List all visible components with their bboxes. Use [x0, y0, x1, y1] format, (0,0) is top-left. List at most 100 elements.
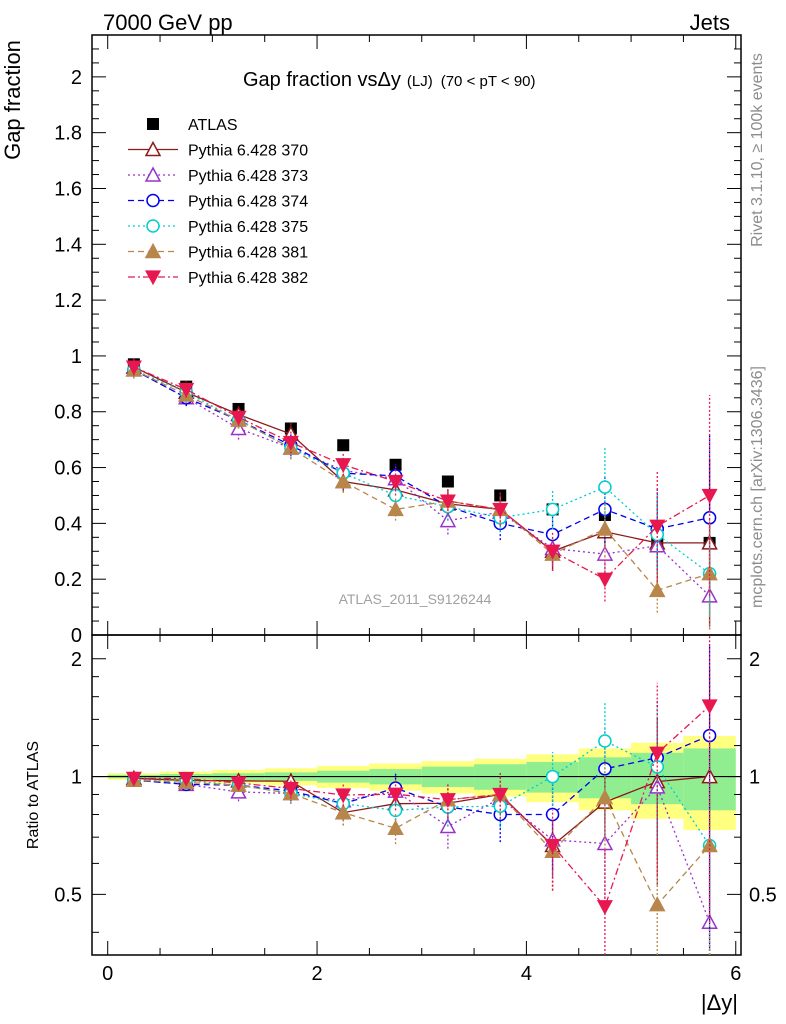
- x-axis-label: |Δy|: [701, 990, 738, 1015]
- axis-ticks: 00.20.40.60.811.21.41.61.820.5 0.51 12 20 2 4…: [54, 35, 777, 985]
- data-point: [596, 572, 613, 588]
- energy-label: 7000 GeV pp: [103, 10, 233, 35]
- ratio-point: [282, 781, 299, 797]
- ratio-point: [598, 734, 612, 748]
- ratio-tick-label: 1: [71, 767, 82, 789]
- data-point: [649, 581, 666, 598]
- x-tick-label: 4: [521, 963, 532, 985]
- legend-entry: Pythia 6.428 373: [128, 166, 308, 185]
- ratio-line: [133, 740, 711, 846]
- series-atlas: [127, 358, 716, 549]
- data-point: [178, 382, 195, 398]
- data-point: [596, 545, 614, 561]
- legend-label: Pythia 6.428 374: [188, 194, 308, 211]
- data-point: [439, 494, 456, 510]
- data-point: [441, 475, 454, 488]
- mcplots-label: mcplots.cern.ch [arXiv:1306.3436]: [749, 366, 766, 608]
- series-line: [133, 369, 711, 597]
- data-series: [125, 358, 718, 955]
- ratio-point: [649, 746, 666, 762]
- ratio-point: [545, 769, 560, 784]
- ratio-point: [178, 771, 195, 787]
- y-tick-label: 1.4: [54, 234, 82, 256]
- data-point: [125, 360, 142, 376]
- series-pythia-6-428-374: [127, 361, 717, 949]
- legend-label: Pythia 6.428 370: [188, 143, 308, 160]
- y-tick-label: 0.6: [54, 458, 82, 480]
- data-point: [387, 500, 404, 517]
- series-pythia-6-428-381: [125, 361, 718, 955]
- ratio-point: [544, 838, 561, 854]
- ratio-point: [649, 896, 666, 912]
- legend-entry: Pythia 6.428 374: [128, 194, 308, 211]
- uncertainty-bands: [107, 735, 736, 831]
- data-point: [230, 410, 247, 426]
- legend-marker: [144, 270, 162, 286]
- legend-entry: ATLAS: [147, 117, 238, 134]
- y-tick-label: 0.2: [54, 569, 82, 591]
- y-tick-label: 1.2: [54, 290, 82, 312]
- legend-entry: Pythia 6.428 370: [128, 140, 308, 160]
- y-tick-label: 1.8: [54, 123, 82, 145]
- data-point: [387, 474, 404, 490]
- series-line: [133, 369, 710, 575]
- x-tick-label: 0: [102, 963, 113, 985]
- y-tick-label: 1: [71, 346, 82, 368]
- ratio-point: [439, 793, 456, 808]
- data-point: [337, 439, 350, 452]
- legend: ATLAS Pythia 6.428 370 Pythia 6.428 373 Pyt…: [128, 117, 308, 287]
- ratio-point: [596, 900, 613, 915]
- axes-frame: [91, 34, 742, 956]
- legend-marker: [144, 166, 162, 182]
- jets-label: Jets: [690, 10, 730, 35]
- legend-entry: Pythia 6.428 375: [128, 219, 308, 236]
- series-pythia-6-428-373: [125, 361, 718, 955]
- legend-marker: [146, 219, 160, 233]
- y-tick-label: 0.4: [54, 513, 82, 535]
- ratio-line: [133, 775, 710, 847]
- series-line: [133, 366, 710, 580]
- ratio-point: [334, 804, 352, 820]
- ratio-axis-label: Ratio to ATLAS: [25, 741, 42, 849]
- data-point: [335, 458, 352, 474]
- chart-title: Gap fraction vsΔy (LJ) (70 < pT < 90): [243, 69, 536, 91]
- data-point: [492, 502, 509, 518]
- ratio-tick-label: 0.5: [54, 884, 82, 906]
- series-line: [133, 369, 710, 536]
- series-pythia-6-428-382: [125, 358, 718, 955]
- y-tick-label: 0.8: [54, 402, 82, 424]
- ratio-point: [335, 788, 352, 804]
- series-line: [133, 369, 710, 592]
- series-pythia-6-428-375: [127, 361, 717, 955]
- data-point: [649, 519, 666, 535]
- y-axis-label: Gap fraction: [0, 40, 25, 160]
- legend-marker: [144, 140, 162, 157]
- ratio-point: [492, 787, 509, 803]
- ratio-panel-frame: [91, 634, 742, 956]
- y-tick-label: 0: [71, 625, 82, 647]
- series-pythia-6-428-370: [125, 358, 718, 955]
- ratio-tick-label-right: 2: [749, 649, 760, 671]
- legend-label: Pythia 6.428 381: [188, 245, 308, 262]
- data-point: [598, 480, 612, 494]
- ratio-tick-label: 2: [71, 649, 82, 671]
- data-point: [544, 544, 561, 560]
- legend-label: Pythia 6.428 382: [188, 270, 308, 287]
- ratio-point: [701, 699, 718, 715]
- ratio-line: [133, 779, 711, 906]
- data-point: [334, 472, 352, 489]
- ratio-point: [230, 776, 247, 792]
- series-line: [133, 366, 710, 553]
- legend-marker: [146, 193, 160, 208]
- analysis-watermark: ATLAS_2011_S9126244: [339, 591, 492, 607]
- x-tick-label: 6: [730, 963, 741, 985]
- ratio-point: [387, 787, 404, 803]
- legend-marker: [147, 118, 159, 130]
- ratio-point: [125, 771, 142, 787]
- x-tick-label: 2: [311, 963, 322, 985]
- ratio-point: [387, 819, 404, 836]
- legend-label: Pythia 6.428 373: [188, 168, 308, 185]
- legend-label: Pythia 6.428 375: [188, 219, 308, 236]
- data-point: [701, 488, 718, 504]
